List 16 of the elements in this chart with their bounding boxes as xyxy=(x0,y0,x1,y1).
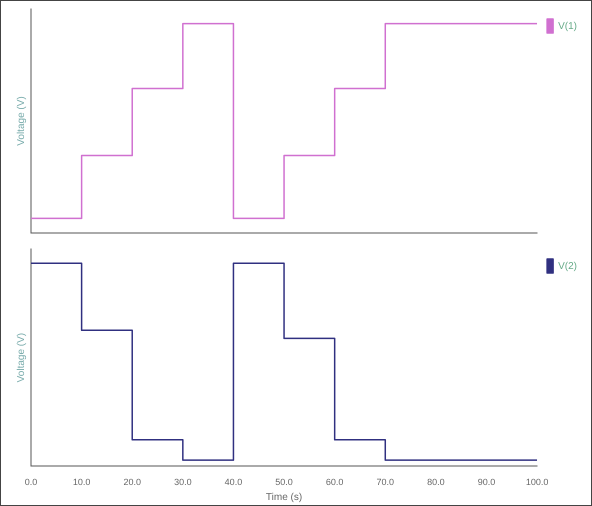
x-tick-label: 80.0 xyxy=(427,477,445,488)
x-tick-label: 60.0 xyxy=(326,477,344,488)
legend-label: V(2) xyxy=(558,260,578,272)
x-tick-label: 20.0 xyxy=(123,477,141,488)
y-axis-title: Voltage (V) xyxy=(16,332,27,382)
legend-label: V(1) xyxy=(558,20,578,32)
x-tick-label: 40.0 xyxy=(224,477,242,488)
x-tick-label: 50.0 xyxy=(275,477,293,488)
x-tick-label: 70.0 xyxy=(376,477,394,488)
x-axis-title: Time (s) xyxy=(266,492,302,503)
x-tick-label: 10.0 xyxy=(72,477,90,488)
x-tick-label: 0.0 xyxy=(24,477,38,488)
x-tick-label: 90.0 xyxy=(478,477,496,488)
x-tick-label: 30.0 xyxy=(174,477,192,488)
x-tick-label: 100.0 xyxy=(526,477,548,488)
y-axis-title: Voltage (V) xyxy=(16,96,27,146)
